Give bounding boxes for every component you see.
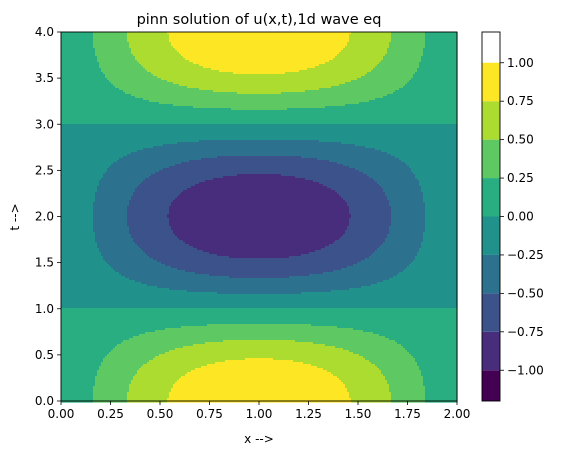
colorbar-tick-label: 0.50 [507, 133, 534, 147]
colorbar-tick-label: 0.25 [507, 171, 534, 185]
colorbar-band [482, 101, 500, 139]
y-tick-label: 0.0 [35, 394, 54, 408]
colorbar-band [482, 332, 500, 370]
x-tick-label: 0.25 [97, 407, 124, 421]
colorbar-band [482, 255, 500, 293]
y-axis: 0.0 0.5 1.0 1.5 2.0 2.5 3.0 3.5 4.0 [35, 25, 61, 408]
x-tick-label: 1.25 [295, 407, 322, 421]
x-tick-label: 1.00 [246, 407, 273, 421]
colorbar-tick-label: 0.00 [507, 210, 534, 224]
colorbar-tick-label: −0.75 [507, 325, 544, 339]
y-tick-label: 3.5 [35, 71, 54, 85]
x-tick-label: 0.75 [196, 407, 223, 421]
colorbar-tick-label: −0.25 [507, 248, 544, 262]
colorbar: −1.00 −0.75 −0.50 −0.25 0.00 0.25 0.50 0.75 1.00 [482, 32, 544, 401]
colorbar-band [482, 217, 500, 255]
contour-bands [61, 32, 458, 403]
y-tick-label: 3.0 [35, 117, 54, 131]
colorbar-tick-label: 1.00 [507, 56, 534, 70]
x-tick-label: 0.00 [48, 407, 75, 421]
y-tick-label: 1.0 [35, 302, 54, 316]
chart-title: pinn solution of u(x,t),1d wave eq [137, 12, 382, 28]
colorbar-tick-label: −1.00 [507, 363, 544, 377]
colorbar-band [482, 293, 500, 331]
x-tick-label: 1.75 [394, 407, 421, 421]
y-tick-label: 2.0 [35, 210, 54, 224]
y-tick-label: 2.5 [35, 163, 54, 177]
colorbar-band [482, 140, 500, 178]
y-tick-label: 4.0 [35, 25, 54, 39]
plot-area [61, 32, 458, 403]
colorbar-tick-label: 0.75 [507, 94, 534, 108]
colorbar-band [482, 178, 500, 216]
colorbar-tick-label: −0.50 [507, 286, 544, 300]
x-tick-label: 0.50 [147, 407, 174, 421]
colorbar-band [482, 370, 500, 401]
y-tick-label: 0.5 [35, 348, 54, 362]
y-axis-label: t --> [8, 203, 22, 230]
x-axis-label: x --> [244, 432, 274, 446]
y-tick-label: 1.5 [35, 256, 54, 270]
x-axis: 0.00 0.25 0.50 0.75 1.00 1.25 1.50 1.75 2.00 [48, 401, 471, 421]
colorbar-band [482, 63, 500, 101]
x-tick-label: 2.00 [444, 407, 471, 421]
x-tick-label: 1.50 [345, 407, 372, 421]
